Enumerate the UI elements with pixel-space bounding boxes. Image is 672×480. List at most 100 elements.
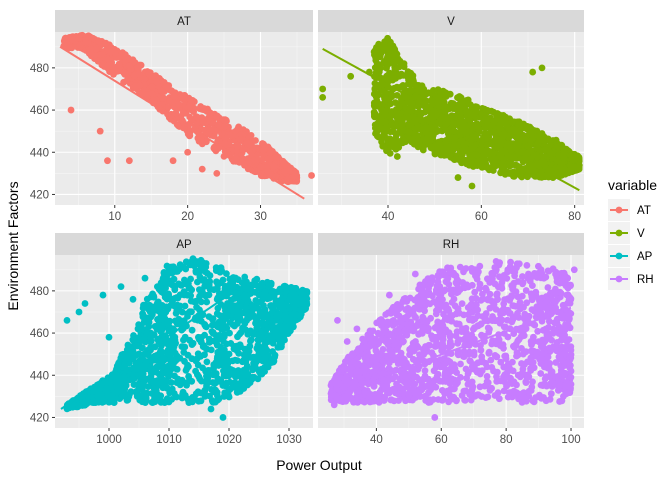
- data-point: [166, 368, 174, 375]
- data-point: [203, 323, 210, 331]
- data-point: [237, 131, 245, 138]
- data-point: [451, 156, 458, 164]
- strip-v: [318, 10, 584, 32]
- data-point: [250, 330, 258, 338]
- data-point: [104, 56, 112, 63]
- data-point: [168, 396, 176, 403]
- data-point: [210, 144, 218, 152]
- y-tick-label: 460: [30, 105, 49, 117]
- data-point: [125, 62, 133, 70]
- panel-v: V40 60 80: [318, 10, 584, 223]
- data-point: [386, 113, 394, 121]
- data-point: [170, 390, 178, 397]
- data-point: [183, 381, 191, 389]
- data-point: [570, 153, 577, 161]
- data-point: [260, 314, 268, 321]
- data-point: [486, 122, 494, 130]
- data-point: [96, 127, 104, 135]
- data-point: [166, 97, 174, 105]
- data-point: [445, 151, 453, 159]
- data-point: [241, 273, 249, 281]
- data-point: [463, 110, 471, 118]
- data-point: [164, 83, 172, 91]
- data-point: [157, 87, 165, 94]
- data-point: [333, 376, 341, 384]
- data-point: [189, 339, 197, 347]
- data-point: [186, 132, 194, 140]
- data-point: [203, 372, 210, 380]
- data-point: [157, 314, 165, 322]
- data-point: [519, 134, 526, 142]
- data-point: [112, 49, 119, 57]
- data-point: [196, 105, 204, 112]
- data-point: [173, 356, 180, 364]
- data-point: [192, 367, 200, 375]
- data-point: [136, 82, 144, 89]
- y-tick-label: 440: [30, 370, 49, 382]
- data-point: [141, 317, 148, 325]
- data-point: [408, 138, 415, 146]
- data-point: [308, 172, 315, 179]
- data-point: [516, 127, 524, 135]
- data-point: [487, 155, 494, 163]
- data-point: [181, 302, 189, 310]
- data-point: [203, 382, 210, 390]
- data-point: [148, 90, 156, 97]
- data-point: [214, 396, 222, 404]
- data-point: [219, 414, 227, 421]
- data-point: [261, 346, 269, 354]
- data-point: [291, 291, 299, 299]
- data-point: [374, 127, 381, 135]
- data-point: [435, 94, 442, 102]
- data-point: [517, 172, 525, 180]
- data-point: [350, 397, 357, 405]
- data-point: [170, 93, 178, 100]
- data-point: [408, 87, 415, 95]
- data-point: [486, 149, 494, 157]
- data-point: [373, 122, 381, 129]
- data-point: [387, 38, 394, 46]
- data-point: [204, 115, 212, 123]
- data-point: [238, 375, 246, 383]
- data-point: [218, 324, 226, 331]
- data-point: [257, 356, 265, 364]
- data-point: [247, 132, 255, 139]
- data-point: [130, 72, 138, 80]
- data-point: [431, 150, 439, 158]
- data-point: [141, 274, 149, 282]
- data-point: [168, 346, 176, 353]
- points-v: [319, 34, 583, 190]
- data-point: [129, 295, 137, 303]
- y-tick-label: 480: [30, 286, 49, 298]
- strip-label: AP: [176, 239, 192, 251]
- data-point: [231, 356, 239, 364]
- data-point: [292, 300, 300, 308]
- data-point: [248, 151, 256, 159]
- data-point: [159, 379, 167, 387]
- data-point: [221, 123, 229, 131]
- data-point: [541, 135, 549, 143]
- data-point: [213, 113, 221, 120]
- data-point: [389, 122, 397, 129]
- data-point: [243, 317, 251, 324]
- data-point: [206, 338, 213, 346]
- data-point: [538, 153, 546, 160]
- data-point: [213, 310, 221, 318]
- data-point: [331, 392, 338, 399]
- y-tick-label: 420: [30, 412, 49, 424]
- data-point: [348, 351, 356, 359]
- x-tick-label: 20: [181, 211, 194, 223]
- data-point: [181, 276, 188, 284]
- data-point: [343, 392, 351, 399]
- data-point: [430, 113, 438, 121]
- data-point: [461, 140, 468, 148]
- data-point: [371, 85, 379, 93]
- strip-label: RH: [443, 239, 460, 251]
- data-point: [186, 284, 194, 292]
- data-point: [139, 381, 147, 389]
- data-point: [405, 120, 412, 128]
- x-tick-label: 40: [382, 211, 395, 223]
- data-point: [483, 163, 490, 171]
- data-point: [192, 267, 200, 275]
- data-point: [291, 317, 299, 324]
